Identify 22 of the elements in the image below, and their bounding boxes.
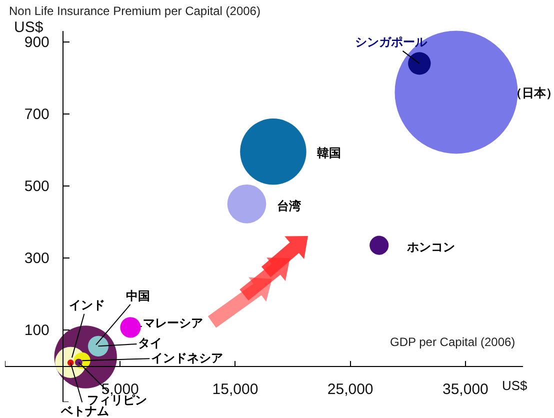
y-tick-label: 100 [24, 322, 50, 340]
series-label: ホンコン [406, 240, 455, 254]
text: 中国 [126, 289, 150, 303]
y-axis-title: Non Life Insurance Premium per Capital (2006) [9, 4, 260, 18]
text: ベトナム [60, 404, 109, 418]
x-tick-label: 15,000 [212, 381, 258, 398]
series-label: 台湾 [277, 199, 301, 213]
annotation: US$ [502, 378, 528, 393]
x-axis-title: GDP per Capital (2006) [390, 335, 516, 349]
y-tick-label: 700 [24, 106, 50, 124]
annotation: US$ [14, 19, 44, 36]
series-label: マレーシア [143, 316, 203, 330]
series-label: 韓国 [317, 146, 341, 160]
x-tick-label: 35,000 [442, 381, 488, 398]
y-tick-label: 300 [24, 250, 50, 268]
y-tick-label: 900 [24, 34, 50, 52]
x-tick-label: 25,000 [327, 381, 374, 398]
text: タイ [138, 336, 162, 350]
text: インド [69, 298, 105, 312]
text: インドネシア [151, 351, 223, 365]
y-tick-label: 500 [24, 178, 50, 196]
series-label: （日本） [510, 86, 554, 100]
